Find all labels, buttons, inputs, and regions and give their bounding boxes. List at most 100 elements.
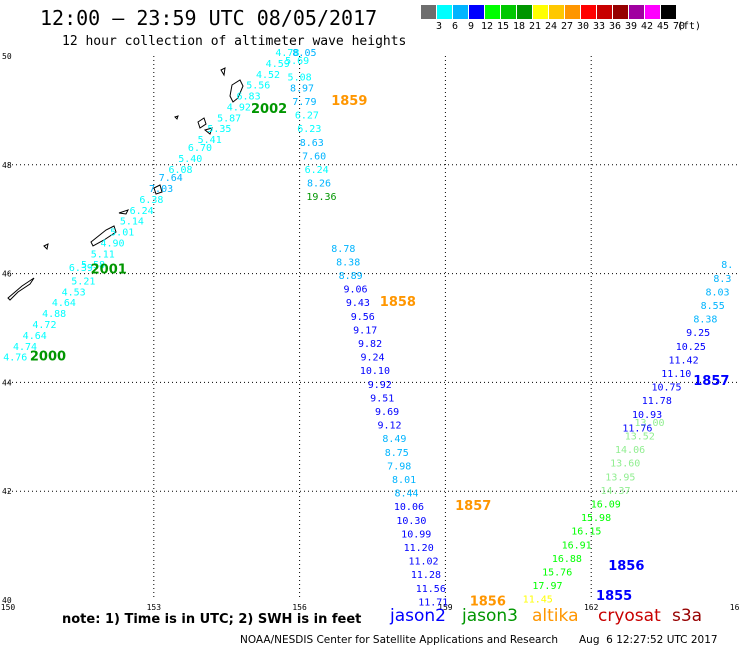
wave-height-value: 8.78: [331, 244, 355, 255]
wave-height-value: 6.24: [130, 206, 154, 217]
longitude-tick-label: 156: [292, 603, 307, 612]
color-scale-cell: [437, 5, 453, 19]
wave-height-value: 16.09: [591, 500, 621, 511]
wave-height-value: 9.06: [343, 285, 367, 296]
wave-height-value: 16.91: [562, 540, 592, 551]
wave-height-value: 8.38: [693, 315, 717, 326]
wave-height-value: 8.26: [307, 179, 331, 190]
wave-height-value: 8.: [721, 260, 733, 271]
color-scale-label: 18: [512, 21, 526, 32]
wave-height-value: 5.08: [288, 72, 312, 83]
color-scale-label: 70: [672, 21, 686, 32]
credit-text: NOAA/NESDIS Center for Satellite Applica…: [240, 634, 558, 646]
pass-time-label: 1857: [455, 499, 491, 514]
color-scale-cell: [469, 5, 485, 19]
wave-height-value: 9.12: [377, 421, 401, 432]
wave-height-value: 7.64: [159, 173, 183, 184]
wave-height-value: 8.49: [382, 434, 406, 445]
wave-height-value: 10.06: [394, 502, 424, 513]
color-scale-cell: [501, 5, 517, 19]
island-outline: [174, 115, 179, 120]
units-note: note: 1) Time is in UTC; 2) SWH is in fe…: [62, 612, 362, 627]
wave-height-value: 8.75: [385, 448, 409, 459]
color-scale-cell: [581, 5, 597, 19]
wave-height-value: 5.14: [120, 217, 144, 228]
pass-time-label: 2002: [251, 102, 287, 117]
satellite-legend-item: jason2: [390, 606, 446, 626]
wave-height-value: 5.11: [91, 249, 115, 260]
wave-height-value: 8.01: [392, 475, 416, 486]
satellite-legend-item: altika: [532, 606, 579, 626]
color-scale-cell: [485, 5, 501, 19]
color-scale-label: 36: [608, 21, 622, 32]
color-scale-label: 39: [624, 21, 638, 32]
latitude-tick-label: 50: [2, 52, 12, 61]
latitude-tick-label: 42: [2, 487, 12, 496]
color-scale-cell: [597, 5, 613, 19]
island-outline: [220, 67, 226, 77]
island-outline: [197, 117, 207, 129]
wave-height-value: 9.43: [346, 298, 370, 309]
latitude-tick-label: 40: [2, 596, 12, 605]
color-scale-cell: [533, 5, 549, 19]
island-outline: [7, 277, 35, 301]
wave-height-value: 10.30: [396, 516, 426, 527]
pass-time-label: 1859: [331, 94, 367, 109]
wave-height-value: 6.24: [305, 165, 329, 176]
color-scale-cell: [629, 5, 645, 19]
wave-height-value: 11.76: [622, 423, 652, 434]
color-scale-cell: [453, 5, 469, 19]
wave-height-value: 9.56: [351, 312, 375, 323]
color-scale-cell: [613, 5, 629, 19]
wave-height-value: 11.42: [668, 355, 698, 366]
wave-height-value: 5.87: [217, 113, 241, 124]
wave-height-value: 8.05: [292, 48, 316, 59]
wave-height-value: 6.70: [188, 143, 212, 154]
longitude-tick-label: 153: [147, 603, 162, 612]
wave-height-value: 11.56: [416, 584, 446, 595]
color-scale-label: 6: [451, 21, 459, 32]
wave-height-value: 15.98: [581, 513, 611, 524]
wave-height-value: 9.17: [353, 325, 377, 336]
wave-height-value: 9.92: [368, 380, 392, 391]
wave-height-value: 10.25: [676, 342, 706, 353]
wave-height-value: 4.76: [3, 353, 27, 364]
wave-height-value: 7.98: [387, 461, 411, 472]
wave-height-value: 10.75: [651, 383, 681, 394]
color-scale-label: 24: [544, 21, 558, 32]
wave-height-value: 7.03: [149, 184, 173, 195]
wave-height-value: 11.20: [404, 543, 434, 554]
wave-height-value: 5.35: [207, 124, 231, 135]
color-scale-cell: [421, 5, 437, 19]
wave-height-value: 10.99: [401, 529, 431, 540]
wave-height-value: 5.41: [198, 135, 222, 146]
color-scale-label: 27: [560, 21, 574, 32]
color-scale-cell: [565, 5, 581, 19]
color-scale-label: 3: [435, 21, 443, 32]
wave-height-value: 16.88: [552, 554, 582, 565]
latitude-tick-label: 48: [2, 161, 12, 170]
wave-height-value: 8.03: [706, 287, 730, 298]
color-scale-label: 9: [467, 21, 475, 32]
latitude-tick-label: 46: [2, 270, 12, 279]
pass-time-label: 1858: [380, 295, 416, 310]
color-scale-label: 30: [576, 21, 590, 32]
wave-height-value: 4.78: [275, 48, 299, 59]
wave-height-value: 6.08: [168, 165, 192, 176]
color-scale-labels: 3 6 9 12 15 18 21 24 27 30 33 36 39 42 45 70 (ft): [421, 21, 740, 35]
wave-height-value: 13.52: [625, 432, 655, 443]
color-scale-bar: [421, 5, 677, 19]
wave-height-value: 4.92: [227, 102, 251, 113]
longitude-tick-label: 159: [438, 603, 453, 612]
page-subtitle: 12 hour collection of altimeter wave hei…: [62, 34, 407, 49]
wave-height-value: 13.00: [634, 418, 664, 429]
wave-height-value: 8.63: [300, 138, 324, 149]
wave-height-value: 4.52: [256, 70, 280, 81]
wave-height-value: 11.78: [642, 396, 672, 407]
pass-time-label: 1857: [693, 374, 729, 389]
wave-height-value: 4.59: [266, 59, 290, 70]
island-outline: [203, 127, 213, 135]
longitude-tick-label: 150: [1, 603, 16, 612]
satellite-legend-item: jason3: [462, 606, 518, 626]
